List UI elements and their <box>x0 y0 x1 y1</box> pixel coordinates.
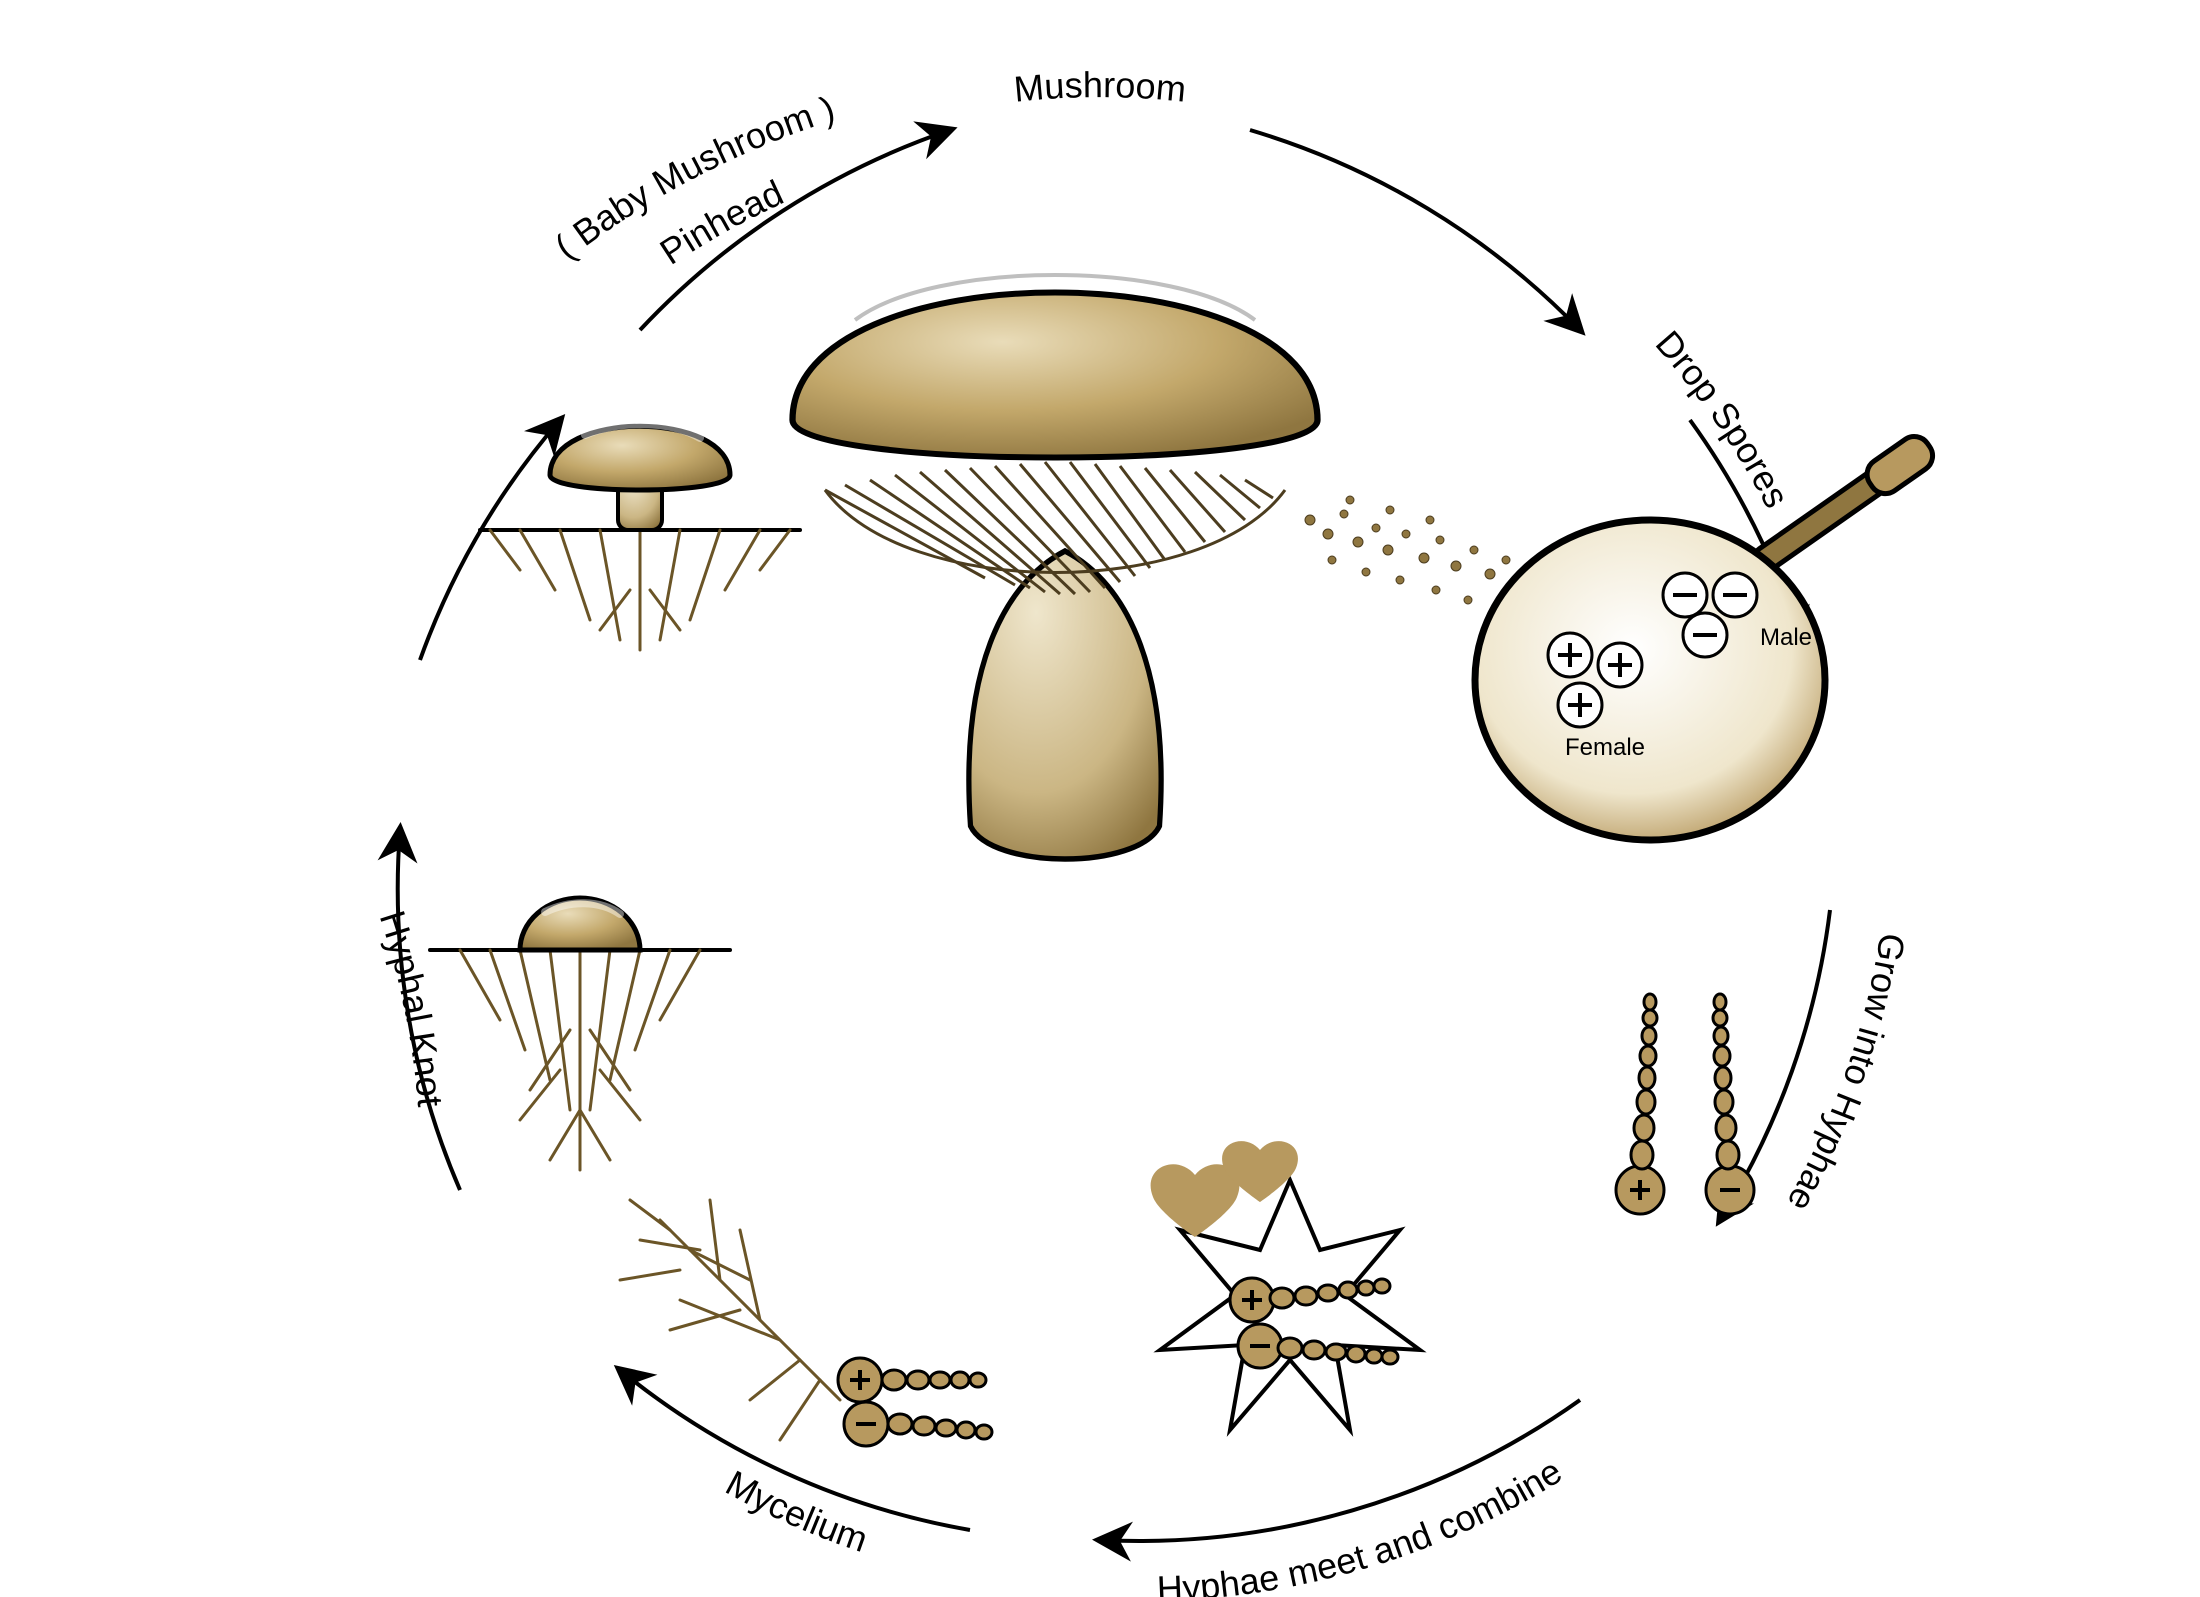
label-male: Male <box>1760 624 1812 651</box>
hyphal-knot-icon <box>430 898 730 1170</box>
label-grow-hyphae: Grow into Hyphae <box>1779 930 1913 1218</box>
label-hyphae-meet: Hyphae meet and combine <box>1156 1450 1569 1597</box>
label-drop-spores: Drop Spores <box>1648 323 1798 514</box>
hyphae-pair-icon <box>1616 994 1754 1214</box>
label-hyphal-knot: Hyphal Knot <box>372 906 451 1109</box>
mushroom-icon <box>793 259 1318 859</box>
hyphae-combine-icon <box>1151 1141 1420 1430</box>
magnifier-icon: Male Female <box>1475 430 1939 840</box>
label-female: Female <box>1565 734 1645 761</box>
label-mushroom: Mushroom <box>1012 64 1188 110</box>
